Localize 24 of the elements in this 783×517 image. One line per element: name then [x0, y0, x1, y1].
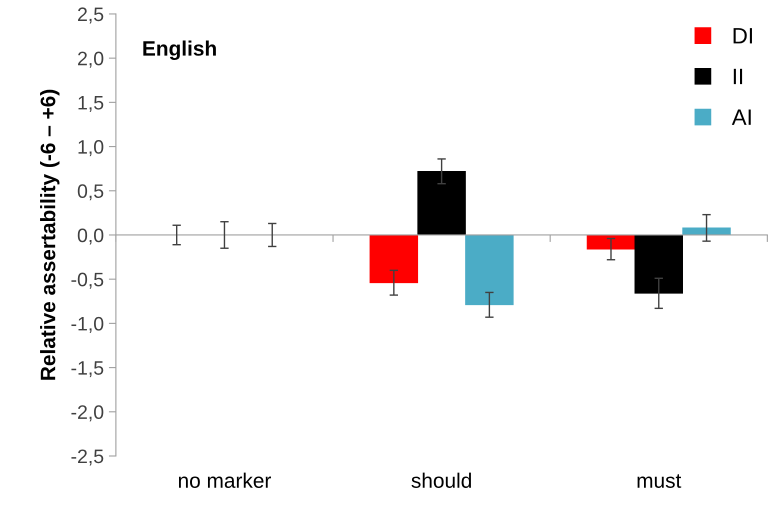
bar — [465, 234, 514, 306]
y-tick-label: 0,0 — [78, 228, 104, 245]
y-tick-label: -1,5 — [71, 361, 104, 378]
y-tick-label: 0,5 — [78, 184, 104, 200]
y-tick-label: 2,0 — [78, 52, 104, 68]
bar — [417, 170, 466, 236]
y-tick-label: -0,5 — [71, 272, 104, 289]
x-tick-label: must — [638, 474, 682, 488]
bar — [370, 234, 418, 284]
legend-label: DI — [734, 28, 752, 44]
y-tick-label: -2,0 — [71, 405, 104, 422]
y-tick-label: 1,0 — [78, 140, 104, 156]
text: English — [143, 40, 216, 60]
bar — [634, 234, 683, 294]
x-tick-label: should — [412, 472, 471, 488]
x-tick-label: no marker — [178, 472, 272, 488]
y-tick-label: 2,5 — [78, 7, 104, 24]
legend-label: II — [734, 68, 742, 84]
legend-label: AI — [732, 110, 751, 125]
bar — [586, 234, 636, 250]
y-tick-label: -1,0 — [71, 316, 104, 333]
y-tick-label: 1,5 — [78, 96, 104, 112]
y-tick-label: -2,5 — [71, 449, 104, 466]
y-axis-title: Relative assertability (-6 – +6) — [40, 90, 60, 380]
